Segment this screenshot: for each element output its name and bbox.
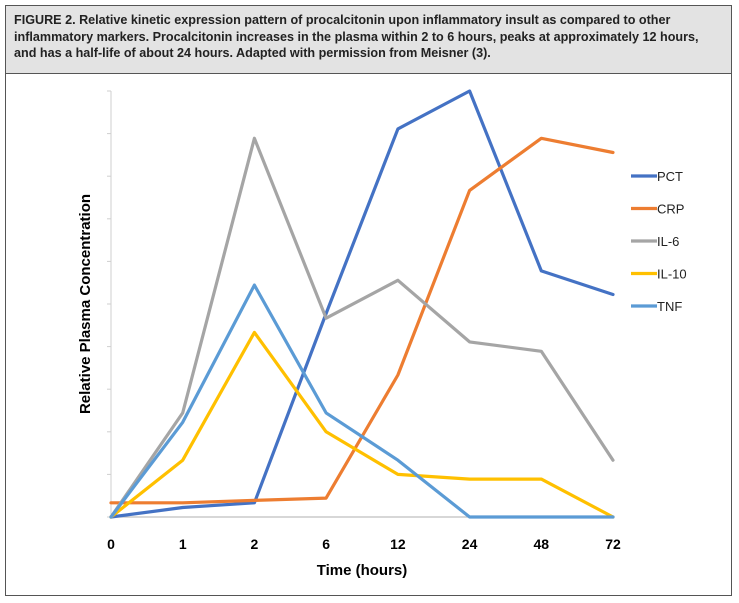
x-tick-label: 12 — [390, 536, 406, 552]
legend-label-crp: CRP — [657, 202, 684, 217]
x-tick-label: 0 — [107, 536, 115, 552]
x-tick-label: 2 — [251, 536, 259, 552]
x-tick-label: 24 — [462, 536, 478, 552]
figure-caption: FIGURE 2. Relative kinetic expression pa… — [6, 6, 731, 74]
legend-label-il-10: IL-10 — [657, 267, 687, 282]
chart-legend: PCT CRP IL-6 IL-10 TNF — [631, 169, 687, 314]
x-tick-label: 1 — [179, 536, 187, 552]
x-tick-label: 6 — [322, 536, 330, 552]
legend-label-il-6: IL-6 — [657, 234, 679, 249]
figure-panel: FIGURE 2. Relative kinetic expression pa… — [5, 5, 732, 596]
x-tick-label: 48 — [533, 536, 549, 552]
series-line-il-6 — [109, 136, 615, 519]
x-tick-labels: 0 1 2 6 12 24 48 72 — [107, 536, 621, 552]
legend-label-tnf: TNF — [657, 299, 682, 314]
series-line-pct — [109, 89, 615, 519]
x-tick-label: 72 — [605, 536, 621, 552]
x-axis-title: Time (hours) — [317, 562, 408, 579]
series-line-il-10 — [109, 330, 615, 519]
series-line-crp — [109, 136, 615, 505]
legend-label-pct: PCT — [657, 169, 683, 184]
y-axis-title: Relative Plasma Concentration — [77, 194, 94, 414]
chart-series — [109, 89, 615, 519]
series-line-tnf — [109, 283, 615, 519]
